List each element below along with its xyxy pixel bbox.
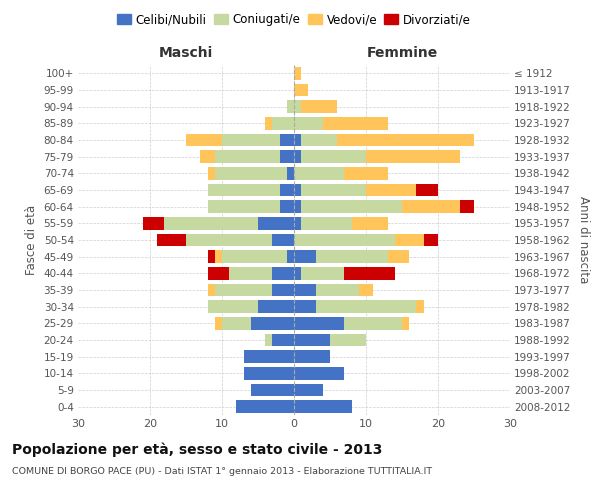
Bar <box>143 217 164 230</box>
Bar <box>402 200 460 213</box>
Bar <box>208 184 280 196</box>
Bar <box>366 184 416 196</box>
Bar <box>186 234 272 246</box>
Bar <box>208 250 215 263</box>
Bar <box>294 400 352 413</box>
Bar <box>301 200 402 213</box>
Bar <box>294 184 301 196</box>
Bar <box>301 217 352 230</box>
Bar <box>416 184 438 196</box>
Bar <box>402 317 409 330</box>
Bar <box>208 200 280 213</box>
Bar <box>294 217 301 230</box>
Bar <box>316 284 359 296</box>
Bar <box>460 200 474 213</box>
Bar <box>272 117 294 130</box>
Text: Popolazione per età, sesso e stato civile - 2013: Popolazione per età, sesso e stato civil… <box>12 442 382 457</box>
Bar <box>287 100 294 113</box>
Bar <box>272 267 294 280</box>
Bar <box>258 300 294 313</box>
Bar <box>344 167 388 179</box>
Bar <box>215 167 287 179</box>
Bar <box>416 300 424 313</box>
Bar <box>330 334 366 346</box>
Bar <box>244 367 294 380</box>
Bar <box>229 267 272 280</box>
Bar <box>344 267 395 280</box>
Bar <box>287 250 294 263</box>
Bar <box>272 334 294 346</box>
Bar <box>215 250 222 263</box>
Y-axis label: Fasce di età: Fasce di età <box>25 205 38 275</box>
Bar <box>208 300 258 313</box>
Bar <box>366 150 460 163</box>
Bar <box>186 134 222 146</box>
Bar <box>200 150 215 163</box>
Bar <box>388 250 409 263</box>
Bar <box>323 117 388 130</box>
Bar <box>280 150 294 163</box>
Bar <box>294 67 301 80</box>
Bar <box>301 184 366 196</box>
Bar <box>215 284 272 296</box>
Bar <box>251 317 294 330</box>
Bar <box>424 234 438 246</box>
Bar <box>294 317 344 330</box>
Bar <box>316 250 388 263</box>
Text: Femmine: Femmine <box>367 46 437 60</box>
Bar <box>208 284 215 296</box>
Bar <box>258 217 294 230</box>
Bar <box>222 317 251 330</box>
Bar <box>294 84 308 96</box>
Bar <box>294 250 316 263</box>
Bar <box>236 400 294 413</box>
Bar <box>294 300 316 313</box>
Bar <box>272 284 294 296</box>
Bar <box>294 284 316 296</box>
Bar <box>265 334 272 346</box>
Bar <box>395 234 424 246</box>
Bar <box>359 284 373 296</box>
Bar <box>272 234 294 246</box>
Bar <box>301 150 366 163</box>
Bar <box>215 317 222 330</box>
Bar <box>208 167 215 179</box>
Bar <box>294 150 301 163</box>
Bar <box>280 184 294 196</box>
Bar <box>280 200 294 213</box>
Bar <box>294 200 301 213</box>
Bar <box>294 384 323 396</box>
Bar <box>222 134 280 146</box>
Text: COMUNE DI BORGO PACE (PU) - Dati ISTAT 1° gennaio 2013 - Elaborazione TUTTITALIA: COMUNE DI BORGO PACE (PU) - Dati ISTAT 1… <box>12 468 432 476</box>
Bar <box>294 100 301 113</box>
Legend: Celibi/Nubili, Coniugati/e, Vedovi/e, Divorziati/e: Celibi/Nubili, Coniugati/e, Vedovi/e, Di… <box>112 8 476 31</box>
Bar <box>294 350 330 363</box>
Bar <box>222 250 287 263</box>
Bar <box>294 267 301 280</box>
Bar <box>294 134 301 146</box>
Bar <box>265 117 272 130</box>
Bar <box>215 150 280 163</box>
Bar <box>164 217 258 230</box>
Bar <box>301 267 344 280</box>
Bar <box>337 134 474 146</box>
Bar <box>316 300 416 313</box>
Bar <box>294 334 330 346</box>
Bar <box>352 217 388 230</box>
Bar <box>294 167 344 179</box>
Bar <box>344 317 402 330</box>
Bar <box>251 384 294 396</box>
Bar <box>301 134 337 146</box>
Bar <box>294 234 395 246</box>
Bar <box>157 234 186 246</box>
Bar <box>294 117 323 130</box>
Y-axis label: Anni di nascita: Anni di nascita <box>577 196 590 284</box>
Bar <box>301 100 337 113</box>
Bar <box>287 167 294 179</box>
Bar <box>208 267 229 280</box>
Bar <box>294 367 344 380</box>
Bar <box>280 134 294 146</box>
Text: Maschi: Maschi <box>159 46 213 60</box>
Bar <box>244 350 294 363</box>
